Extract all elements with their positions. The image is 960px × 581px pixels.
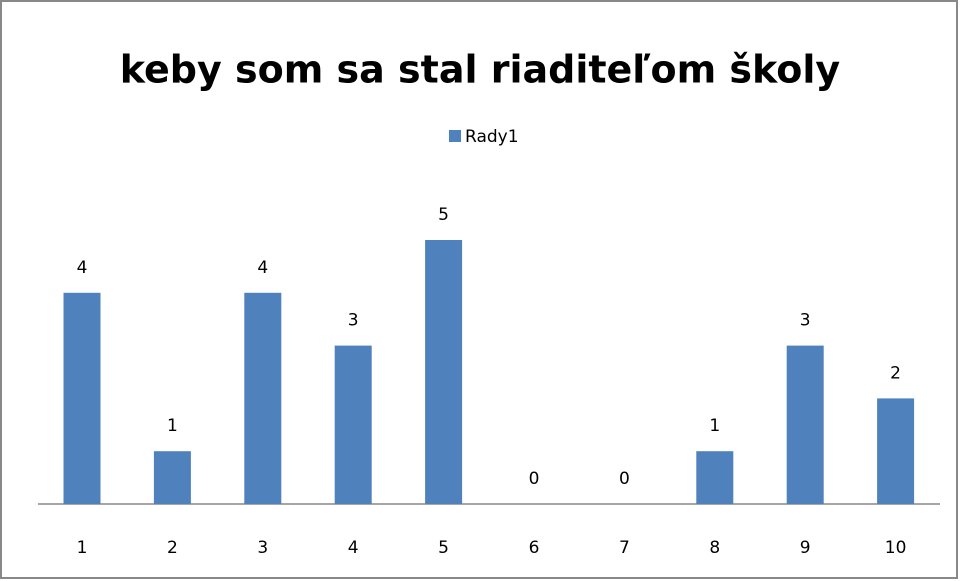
data-label: 4	[77, 258, 88, 278]
data-label: 5	[438, 205, 449, 225]
data-label: 1	[167, 416, 178, 436]
data-label: 2	[890, 363, 901, 383]
x-tick-label: 4	[348, 538, 359, 558]
x-tick-label: 3	[257, 538, 268, 558]
data-label: 0	[619, 469, 630, 489]
data-label: 3	[800, 311, 811, 331]
bar	[244, 292, 282, 504]
data-label: 1	[709, 416, 720, 436]
x-tick-label: 2	[167, 538, 178, 558]
x-tick-label: 7	[619, 538, 630, 558]
data-label: 0	[529, 469, 540, 489]
x-tick-label: 8	[709, 538, 720, 558]
legend-label: Rady1	[465, 127, 519, 147]
data-label: 3	[348, 311, 359, 331]
legend-swatch	[449, 130, 461, 142]
data-label: 4	[257, 258, 268, 278]
bar	[877, 398, 915, 504]
bar	[786, 345, 824, 504]
bar	[63, 292, 101, 504]
x-tick-label: 1	[77, 538, 88, 558]
bar	[334, 345, 372, 504]
bar	[153, 451, 191, 504]
x-tick-label: 10	[885, 538, 907, 558]
chart-title: keby som sa stal riaditeľom školy	[120, 48, 841, 92]
bar	[696, 451, 734, 504]
x-tick-label: 6	[529, 538, 540, 558]
x-tick-label: 9	[800, 538, 811, 558]
x-tick-label: 5	[438, 538, 449, 558]
bar	[425, 240, 463, 504]
